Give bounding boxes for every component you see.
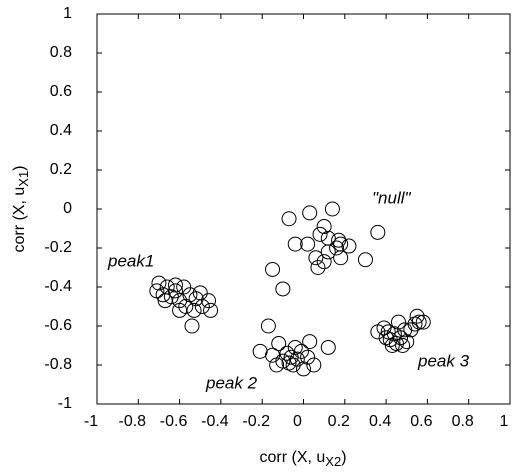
x-label-text: corr (X, u (259, 449, 325, 466)
y-tick-label: -0.2 (44, 239, 72, 256)
point (172, 302, 188, 318)
point (188, 291, 204, 307)
point (316, 254, 332, 270)
x-tick-label: 0.6 (410, 413, 432, 430)
annotation: "null" (372, 188, 411, 207)
point (260, 318, 276, 334)
y-label-end: ) (11, 165, 28, 170)
y-label-text: corr (X, u (11, 187, 28, 253)
annotation: peak 2 (205, 373, 258, 392)
point (184, 318, 200, 334)
point (296, 361, 311, 377)
point (395, 338, 411, 353)
point (324, 201, 340, 217)
point (203, 302, 219, 318)
point (409, 308, 425, 324)
y-tick-label: 0.4 (50, 122, 72, 139)
point (310, 260, 326, 275)
y-tick-label: 0.8 (50, 44, 72, 61)
annotation: peak1 (107, 251, 154, 270)
y-tick-label: 0 (63, 200, 72, 217)
x-tick-label: -0.4 (201, 413, 229, 430)
point (157, 293, 173, 309)
y-tick-label: -1 (58, 395, 72, 412)
point (293, 343, 309, 359)
y-tick-label: -0.6 (44, 317, 72, 334)
y-tick-label: -0.4 (44, 278, 72, 295)
point (176, 279, 192, 295)
point (275, 281, 291, 297)
point (306, 357, 322, 373)
point (302, 205, 318, 221)
x-axis-label: corr (X, uX2) (259, 449, 346, 469)
point (269, 357, 285, 373)
point (201, 293, 217, 309)
x-label-sub: X2 (325, 454, 341, 469)
point (271, 336, 287, 352)
point (390, 314, 406, 330)
point (302, 334, 318, 350)
point (341, 238, 357, 254)
annotation: peak 3 (417, 351, 470, 370)
point (300, 349, 316, 365)
point (333, 236, 349, 252)
x-tick-label: -0.8 (119, 413, 147, 430)
point (329, 240, 345, 256)
point (380, 324, 396, 340)
point (384, 338, 400, 353)
y-tick-label: 0.2 (50, 161, 72, 178)
point (320, 339, 336, 355)
point (287, 236, 303, 252)
point (415, 314, 431, 330)
x-tick-label: 0 (293, 413, 302, 430)
point (399, 334, 415, 350)
point (300, 236, 316, 252)
y-axis-label: corr (X, uX1) (11, 165, 31, 252)
point (167, 277, 183, 293)
x-tick-label: 1 (500, 413, 509, 430)
x-tick-label: 0.2 (328, 413, 350, 430)
x-tick-label: -1 (84, 413, 98, 430)
x-tick-label: 0.8 (452, 413, 474, 430)
y-tick-label: 0.6 (50, 83, 72, 100)
y-label-sub: X1 (16, 171, 31, 187)
point (357, 252, 373, 268)
x-tick-label: 0.4 (369, 413, 391, 430)
point (167, 283, 183, 299)
y-tick-label: 1 (63, 5, 72, 22)
point (403, 322, 419, 338)
point (370, 224, 386, 240)
x-tick-label: -0.6 (160, 413, 188, 430)
point (397, 322, 413, 338)
point (308, 250, 324, 266)
point (281, 211, 297, 227)
y-tick-label: -0.8 (44, 356, 72, 373)
x-label-end: ) (341, 449, 346, 466)
point (320, 230, 336, 246)
point (320, 244, 336, 260)
point (312, 226, 328, 242)
point (252, 343, 268, 359)
x-tick-label: -0.2 (242, 413, 270, 430)
point (194, 299, 210, 314)
point (151, 275, 167, 291)
point (333, 250, 349, 266)
point (265, 261, 281, 277)
point (316, 219, 332, 235)
point (281, 355, 297, 371)
